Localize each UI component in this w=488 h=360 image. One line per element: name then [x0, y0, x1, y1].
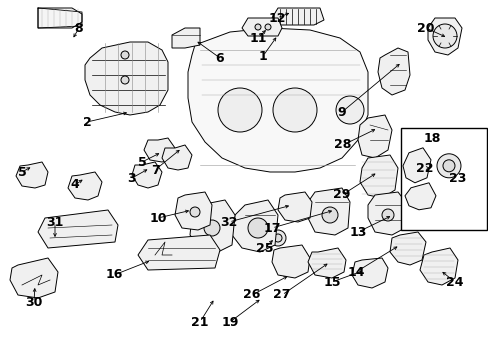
Circle shape: [218, 88, 262, 132]
Polygon shape: [10, 258, 58, 298]
Text: 26: 26: [243, 288, 260, 302]
Polygon shape: [143, 138, 175, 162]
Polygon shape: [132, 162, 162, 188]
Polygon shape: [16, 162, 48, 188]
Circle shape: [436, 154, 460, 178]
Circle shape: [121, 76, 129, 84]
Polygon shape: [271, 245, 309, 278]
Text: 29: 29: [333, 189, 350, 202]
Polygon shape: [377, 48, 409, 95]
Polygon shape: [162, 145, 192, 170]
Polygon shape: [359, 155, 397, 198]
Text: 30: 30: [25, 296, 42, 309]
Text: 17: 17: [263, 221, 280, 234]
Polygon shape: [38, 210, 118, 248]
Text: 7: 7: [150, 163, 159, 176]
Circle shape: [442, 160, 454, 172]
Polygon shape: [231, 200, 278, 252]
Polygon shape: [404, 183, 435, 210]
Circle shape: [272, 88, 316, 132]
Text: 14: 14: [346, 266, 364, 279]
Polygon shape: [357, 115, 391, 158]
Polygon shape: [278, 192, 311, 222]
Circle shape: [335, 96, 363, 124]
Text: 5: 5: [137, 156, 146, 168]
Polygon shape: [427, 18, 461, 55]
Polygon shape: [172, 28, 200, 48]
Polygon shape: [271, 8, 324, 25]
Circle shape: [264, 24, 270, 30]
Text: 16: 16: [105, 269, 122, 282]
Polygon shape: [187, 28, 367, 172]
Polygon shape: [190, 200, 235, 252]
Text: 3: 3: [127, 171, 136, 184]
Text: 31: 31: [46, 216, 63, 229]
Text: 4: 4: [70, 179, 79, 192]
Text: 23: 23: [448, 171, 466, 184]
Text: 21: 21: [191, 315, 208, 328]
Circle shape: [432, 24, 456, 48]
Circle shape: [121, 51, 129, 59]
Text: 32: 32: [220, 216, 237, 229]
Text: 8: 8: [75, 22, 83, 35]
Polygon shape: [351, 258, 387, 288]
Text: 20: 20: [416, 22, 434, 35]
Bar: [400, 128, 486, 230]
Circle shape: [203, 220, 220, 236]
Circle shape: [247, 218, 267, 238]
Circle shape: [190, 207, 200, 217]
Polygon shape: [38, 8, 82, 28]
Text: 1: 1: [258, 49, 267, 63]
Text: 27: 27: [273, 288, 290, 302]
Text: 12: 12: [268, 12, 285, 24]
Polygon shape: [85, 42, 168, 115]
Text: 25: 25: [256, 242, 273, 255]
Polygon shape: [175, 192, 212, 230]
Text: 11: 11: [249, 31, 266, 45]
Polygon shape: [367, 192, 407, 235]
Polygon shape: [389, 232, 425, 265]
Polygon shape: [68, 172, 102, 200]
Text: 15: 15: [323, 275, 340, 288]
Polygon shape: [419, 248, 457, 285]
Text: 6: 6: [215, 51, 224, 64]
Polygon shape: [307, 248, 346, 278]
Circle shape: [254, 24, 261, 30]
Polygon shape: [138, 235, 220, 270]
Text: 22: 22: [415, 162, 433, 175]
Polygon shape: [402, 148, 430, 183]
Text: 10: 10: [149, 211, 166, 225]
Text: 2: 2: [82, 116, 91, 129]
Text: 19: 19: [221, 315, 238, 328]
Circle shape: [269, 230, 285, 246]
Polygon shape: [307, 188, 349, 235]
Circle shape: [273, 234, 282, 242]
Circle shape: [321, 207, 337, 223]
Text: 9: 9: [337, 105, 346, 118]
Polygon shape: [242, 18, 282, 36]
Text: 24: 24: [446, 275, 463, 288]
Text: 18: 18: [423, 131, 440, 144]
Text: 13: 13: [348, 225, 366, 238]
Text: 5: 5: [18, 166, 26, 179]
Text: 28: 28: [334, 139, 351, 152]
Circle shape: [381, 209, 393, 221]
